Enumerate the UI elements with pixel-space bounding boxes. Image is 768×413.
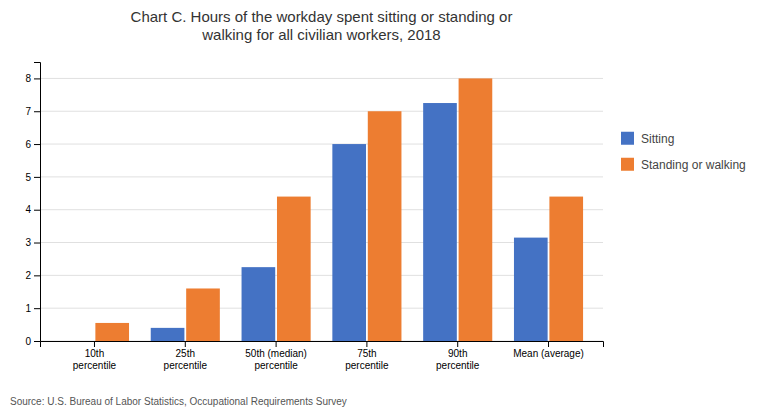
tick: 50th (median)percentile bbox=[245, 341, 307, 371]
grid-line bbox=[40, 209, 603, 210]
series bbox=[95, 78, 583, 341]
tick: 0 bbox=[25, 336, 40, 347]
legend-item: Sitting bbox=[621, 132, 674, 146]
bar bbox=[277, 197, 311, 341]
text-line: 25th bbox=[176, 348, 195, 359]
tick-mark bbox=[457, 341, 458, 347]
tick: 6 bbox=[25, 139, 40, 150]
bar bbox=[60, 341, 94, 342]
tick: 10thpercentile bbox=[73, 341, 117, 371]
tick-label: 0 bbox=[25, 336, 31, 347]
tick-mark bbox=[34, 275, 40, 276]
tick-mark bbox=[34, 210, 40, 211]
bar bbox=[423, 103, 457, 341]
tick-label: 4 bbox=[25, 204, 31, 215]
x-axis: 10thpercentile25thpercentile50th (median… bbox=[41, 341, 604, 371]
tick: 3 bbox=[25, 237, 40, 248]
tick-mark bbox=[34, 308, 40, 309]
grid-line bbox=[40, 176, 603, 177]
bar bbox=[514, 238, 548, 341]
tick-mark bbox=[34, 144, 40, 145]
legend-swatch bbox=[621, 158, 634, 171]
grid-line bbox=[40, 78, 603, 79]
text-line: percentile bbox=[254, 360, 298, 371]
tick-mark bbox=[34, 341, 40, 342]
bar bbox=[242, 267, 276, 341]
tick-label: 6 bbox=[25, 139, 31, 150]
text-line: percentile bbox=[345, 360, 389, 371]
text-line: Chart C. Hours of the workday spent sitt… bbox=[131, 8, 513, 25]
chart: Chart C. Hours of the workday spent sitt… bbox=[0, 0, 768, 413]
tick: Mean (average) bbox=[513, 341, 584, 359]
bar bbox=[95, 323, 129, 341]
text-line: percentile bbox=[436, 360, 480, 371]
tick: 4 bbox=[25, 204, 40, 215]
grid bbox=[40, 78, 603, 341]
tick-label: 8 bbox=[25, 73, 31, 84]
bar bbox=[151, 328, 185, 341]
tick-mark bbox=[94, 341, 95, 347]
legend: Sitting Standing or walking bbox=[621, 132, 746, 172]
tick-label: 1 bbox=[25, 303, 31, 314]
legend-item: Standing or walking bbox=[621, 158, 746, 172]
text-line: percentile bbox=[73, 360, 117, 371]
tick-label: 10thpercentile bbox=[73, 348, 117, 371]
bar bbox=[332, 144, 366, 341]
tick-mark bbox=[548, 341, 549, 347]
text-line: 90th bbox=[448, 348, 467, 359]
tick-label: 90thpercentile bbox=[436, 348, 480, 371]
grid-line bbox=[40, 144, 603, 145]
title: Chart C. Hours of the workday spent sitt… bbox=[131, 8, 513, 43]
tick: 90thpercentile bbox=[436, 341, 480, 371]
y-axis: 0 1 2 3 4 5 6 7 8 bbox=[25, 63, 40, 347]
tick-mark bbox=[366, 341, 367, 347]
text-line: 75th bbox=[357, 348, 376, 359]
tick: 7 bbox=[25, 106, 40, 117]
bars bbox=[95, 78, 583, 341]
annotation: Source: U.S. Bureau of Labor Statistics,… bbox=[10, 396, 347, 407]
axis-line bbox=[34, 63, 41, 342]
tick: 75thpercentile bbox=[345, 341, 389, 371]
legend-swatch bbox=[621, 132, 634, 145]
tick-label: Mean (average) bbox=[513, 348, 584, 359]
bar bbox=[549, 197, 583, 341]
plot: 01234567810thpercentile25thpercentile50t… bbox=[25, 63, 603, 371]
tick-mark bbox=[34, 243, 40, 244]
bar bbox=[459, 78, 493, 341]
grid-line bbox=[40, 111, 603, 112]
tick-label: 7 bbox=[25, 106, 31, 117]
text-line: 50th (median) bbox=[245, 348, 307, 359]
tick: 1 bbox=[25, 303, 40, 314]
tick-mark bbox=[34, 111, 40, 112]
tick: 5 bbox=[25, 172, 40, 183]
tick: 25thpercentile bbox=[164, 341, 208, 371]
tick-label: 75thpercentile bbox=[345, 348, 389, 371]
bar bbox=[186, 288, 220, 341]
text-line: walking for all civilian workers, 2018 bbox=[201, 26, 440, 43]
tick-label: 3 bbox=[25, 237, 31, 248]
tick-label: 50th (median)percentile bbox=[245, 348, 307, 371]
text-line: Mean (average) bbox=[513, 348, 584, 359]
tick: 2 bbox=[25, 270, 40, 281]
text-line: percentile bbox=[164, 360, 208, 371]
tick-label: 5 bbox=[25, 172, 31, 183]
text-line: 10th bbox=[85, 348, 104, 359]
tick-label: 2 bbox=[25, 270, 31, 281]
tick-mark bbox=[185, 341, 186, 347]
tick-mark bbox=[276, 341, 277, 347]
tick-mark bbox=[34, 177, 40, 178]
tick-mark bbox=[34, 78, 40, 79]
legend-label: Standing or walking bbox=[641, 158, 746, 172]
tick: 8 bbox=[25, 73, 40, 84]
legend-label: Sitting bbox=[641, 132, 674, 146]
bar bbox=[368, 111, 402, 341]
tick-label: 25thpercentile bbox=[164, 348, 208, 371]
axis-line bbox=[41, 342, 604, 348]
